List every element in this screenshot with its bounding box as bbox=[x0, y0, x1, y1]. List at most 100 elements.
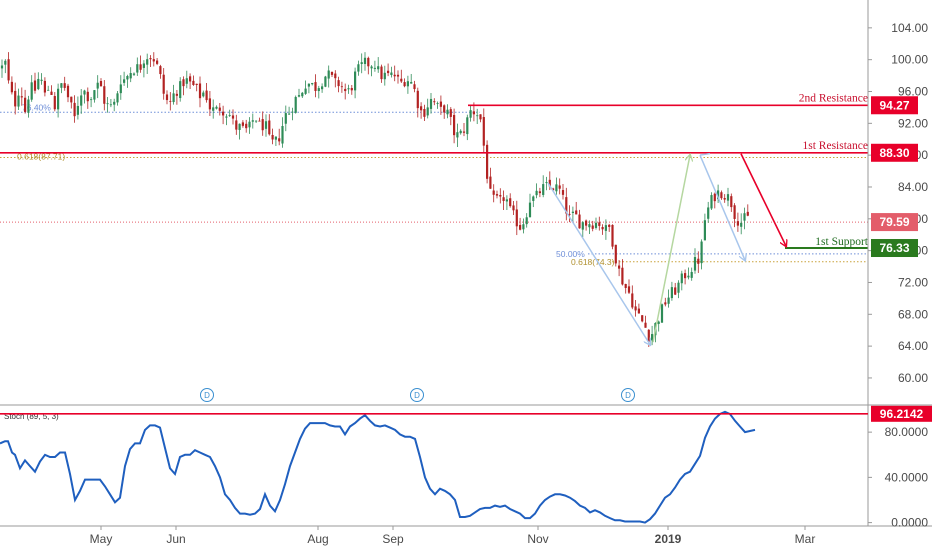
candle-body bbox=[505, 199, 508, 202]
candle-body bbox=[195, 83, 198, 86]
y-tick-label: 72.00 bbox=[898, 275, 928, 289]
y-tick-label: 92.00 bbox=[898, 116, 928, 130]
candle-body bbox=[24, 97, 27, 112]
price-tag bbox=[871, 213, 918, 232]
candle-body bbox=[119, 84, 122, 94]
candle-body bbox=[274, 136, 277, 140]
candle-body bbox=[132, 73, 136, 75]
candle-body bbox=[93, 90, 96, 100]
candle-body bbox=[251, 120, 254, 122]
candle-body bbox=[387, 70, 390, 74]
candle-body bbox=[152, 59, 155, 62]
candle-body bbox=[63, 83, 66, 88]
candle-body bbox=[429, 98, 433, 109]
y-tick-label: 64.00 bbox=[898, 339, 928, 353]
candle-body bbox=[340, 86, 343, 88]
candle-body bbox=[350, 88, 353, 91]
candle-body bbox=[20, 96, 23, 98]
candle-body bbox=[598, 222, 601, 226]
candle-body bbox=[30, 82, 33, 100]
candle-body bbox=[641, 315, 644, 322]
candle-body bbox=[179, 81, 182, 99]
price-tag bbox=[871, 96, 918, 115]
candle-body bbox=[634, 306, 637, 311]
candle-body bbox=[443, 105, 446, 113]
candle-body bbox=[703, 220, 706, 241]
candle-body bbox=[667, 297, 670, 304]
candle-body bbox=[311, 83, 314, 85]
candle-body bbox=[50, 91, 53, 95]
candle-body bbox=[697, 258, 700, 264]
candle-body bbox=[687, 275, 690, 278]
leg-up-arrow bbox=[652, 155, 690, 343]
candle-body bbox=[746, 211, 749, 216]
candle-body bbox=[575, 210, 578, 215]
osc-tick-label: 40.0000 bbox=[885, 470, 929, 484]
candle-body bbox=[370, 66, 373, 69]
candle-body bbox=[631, 293, 634, 308]
candle-body bbox=[624, 283, 627, 288]
candle-body bbox=[212, 107, 215, 111]
candle-body bbox=[0, 65, 4, 69]
candle-body bbox=[446, 109, 449, 115]
candle-body bbox=[126, 76, 129, 80]
candle-body bbox=[198, 83, 202, 99]
candle-body bbox=[307, 83, 310, 87]
dividend-marker-label: D bbox=[414, 391, 420, 400]
candle-body bbox=[258, 120, 261, 122]
candle-body bbox=[357, 64, 360, 72]
projection-arrow bbox=[699, 154, 745, 260]
candle-body bbox=[449, 109, 452, 117]
candle-body bbox=[383, 72, 386, 80]
price-tag bbox=[871, 143, 918, 162]
candle-body bbox=[218, 107, 221, 111]
candles bbox=[0, 52, 749, 347]
target-arrow bbox=[740, 153, 786, 246]
candle-body bbox=[733, 205, 736, 219]
candle-body bbox=[416, 90, 419, 109]
candle-body bbox=[314, 82, 317, 91]
candle-body bbox=[568, 213, 571, 215]
candle-body bbox=[627, 286, 631, 293]
candle-body bbox=[426, 107, 429, 116]
resistance-2-label: 2nd Resistance bbox=[799, 92, 868, 104]
candle-body bbox=[393, 74, 396, 77]
dividend-marker bbox=[410, 388, 424, 402]
candle-body bbox=[43, 80, 46, 93]
candle-body bbox=[73, 102, 76, 117]
support-1-label: 1st Support bbox=[815, 236, 869, 248]
candle-body bbox=[647, 329, 650, 342]
candle-body bbox=[192, 80, 195, 85]
candle-body bbox=[66, 85, 70, 98]
candle-body bbox=[591, 225, 594, 229]
candle-body bbox=[707, 207, 710, 219]
candle-body bbox=[4, 60, 7, 65]
candle-body bbox=[47, 89, 50, 91]
candle-body bbox=[479, 114, 482, 120]
candle-body bbox=[528, 202, 532, 218]
x-tick-label: May bbox=[90, 532, 113, 546]
candle-body bbox=[690, 271, 693, 278]
osc-tick-label: 0.0000 bbox=[891, 516, 928, 530]
candle-body bbox=[406, 81, 409, 87]
candle-body bbox=[169, 100, 172, 102]
candle-body bbox=[552, 188, 555, 191]
candle-body bbox=[238, 123, 241, 130]
candle-body bbox=[614, 244, 617, 264]
candle-body bbox=[297, 95, 301, 97]
candle-body bbox=[57, 88, 60, 110]
x-tick-label: Mar bbox=[795, 532, 816, 546]
candle-body bbox=[439, 101, 442, 107]
candle-body bbox=[545, 182, 548, 183]
candle-body bbox=[278, 138, 281, 142]
candle-body bbox=[486, 144, 489, 179]
candle-body bbox=[123, 79, 126, 83]
candle-body bbox=[139, 64, 142, 70]
candle-body bbox=[522, 224, 525, 230]
candle-body bbox=[410, 82, 413, 84]
candle-body bbox=[660, 304, 664, 323]
candle-body bbox=[581, 222, 584, 230]
projection-arrow-start bbox=[699, 152, 711, 156]
dividend-marker-label: D bbox=[204, 391, 210, 400]
x-tick-label: Jun bbox=[166, 532, 185, 546]
